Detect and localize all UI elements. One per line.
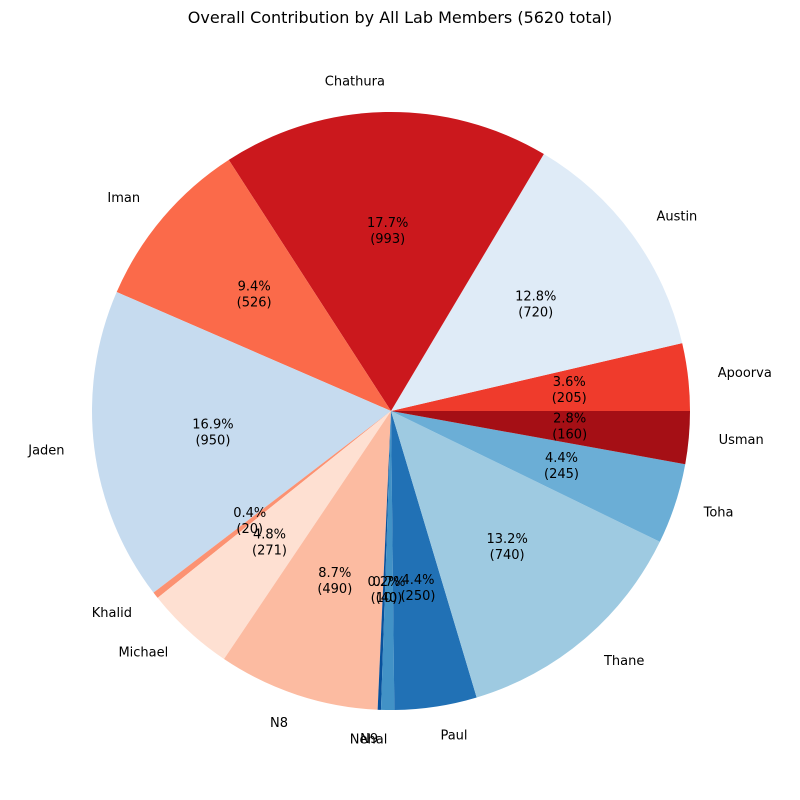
slice-percent-label: 4.4% [545,451,578,466]
slice-percent-label: 2.8% [553,412,586,427]
slice-name-label: Michael [118,645,168,660]
slice-percent-label: 3.6% [553,375,586,390]
slice-name-label: Austin [656,209,697,224]
slice-name-label: Usman [719,433,764,448]
slice-name-label: Nehal [350,732,388,747]
slice-name-label: Iman [107,191,140,206]
pie-slices [92,112,690,710]
slice-percent-label: 16.9% [192,417,233,432]
slice-value-label: (160) [552,428,587,443]
slice-percent-label: 17.7% [367,216,408,231]
slice-name-label: N8 [270,716,288,731]
slice-percent-label: 8.7% [318,566,351,581]
slice-name-label: Apoorva [718,366,772,381]
slice-percent-label: 13.2% [487,532,528,547]
slice-percent-label: 9.4% [238,279,271,294]
slice-name-label: Paul [440,729,467,744]
slice-value-label: (720) [518,306,553,321]
slice-percent-label: 4.8% [253,527,286,542]
slice-name-label: Jaden [27,443,64,458]
slice-value-label: (250) [400,589,435,604]
slice-name-label: Khalid [92,606,132,621]
slice-value-label: (40) [376,591,403,606]
slice-name-label: Toha [703,506,734,521]
slice-value-label: (490) [317,582,352,597]
slice-percent-label: 12.8% [515,290,556,305]
slice-value-label: (245) [544,467,579,482]
slice-value-label: (950) [195,433,230,448]
slice-name-label: Chathura [325,75,385,90]
slice-value-label: (271) [252,543,287,558]
slice-value-label: (740) [490,548,525,563]
slice-percent-label: 0.4% [233,506,266,521]
slice-name-label: Thane [603,654,644,669]
slice-percent-label: 4.4% [401,573,434,588]
slice-value-label: (526) [237,295,272,310]
slice-value-label: (205) [552,391,587,406]
slice-value-label: (993) [370,232,405,247]
